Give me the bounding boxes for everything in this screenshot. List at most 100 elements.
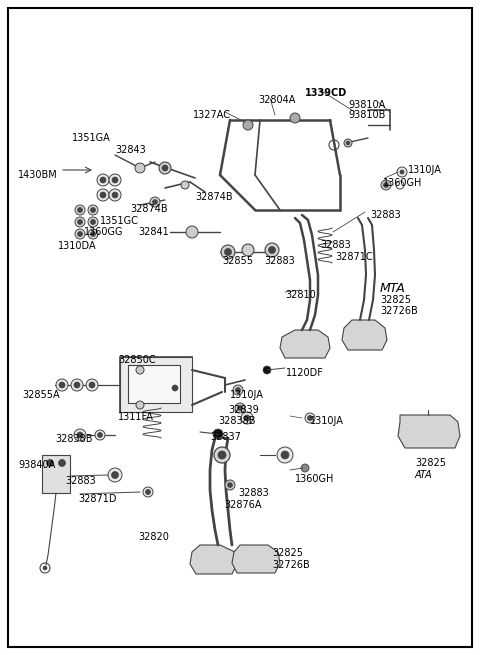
- Circle shape: [181, 181, 189, 189]
- Circle shape: [77, 432, 83, 438]
- Text: 32726B: 32726B: [380, 306, 418, 316]
- Text: 93810A: 93810A: [348, 100, 385, 110]
- Text: 32825: 32825: [415, 458, 446, 468]
- Circle shape: [112, 177, 118, 183]
- Circle shape: [71, 379, 83, 391]
- Text: 32841: 32841: [138, 227, 169, 237]
- Text: 32825: 32825: [272, 548, 303, 558]
- Circle shape: [75, 229, 85, 239]
- Text: 32874B: 32874B: [195, 192, 233, 202]
- Circle shape: [74, 429, 86, 441]
- Polygon shape: [280, 330, 330, 358]
- Circle shape: [277, 447, 293, 463]
- Polygon shape: [190, 545, 237, 574]
- Circle shape: [74, 382, 80, 388]
- Circle shape: [308, 415, 312, 421]
- Circle shape: [384, 183, 388, 187]
- Circle shape: [214, 447, 230, 463]
- Text: 1310JA: 1310JA: [408, 165, 442, 175]
- Text: 1360GH: 1360GH: [295, 474, 335, 484]
- Circle shape: [162, 165, 168, 171]
- Text: 32838B: 32838B: [55, 434, 93, 444]
- Text: 1120DF: 1120DF: [286, 368, 324, 378]
- Circle shape: [77, 219, 83, 225]
- Circle shape: [236, 388, 240, 392]
- Circle shape: [91, 208, 96, 212]
- Circle shape: [263, 366, 271, 374]
- Polygon shape: [120, 357, 192, 412]
- Circle shape: [145, 489, 151, 495]
- Text: 1310JA: 1310JA: [310, 416, 344, 426]
- Text: 32855A: 32855A: [22, 390, 60, 400]
- Circle shape: [88, 229, 98, 239]
- Text: 32825: 32825: [380, 295, 411, 305]
- Text: 32871D: 32871D: [78, 494, 117, 504]
- Circle shape: [43, 566, 47, 570]
- Circle shape: [225, 480, 235, 490]
- Text: 32883: 32883: [65, 476, 96, 486]
- Circle shape: [397, 167, 407, 177]
- Circle shape: [344, 139, 352, 147]
- Text: 1351GA: 1351GA: [72, 133, 111, 143]
- Circle shape: [233, 385, 243, 395]
- Circle shape: [77, 208, 83, 212]
- Text: 32820: 32820: [138, 532, 169, 542]
- Text: 93810B: 93810B: [348, 110, 385, 120]
- Circle shape: [243, 120, 253, 130]
- Circle shape: [213, 429, 223, 439]
- Circle shape: [56, 379, 68, 391]
- Text: MTA: MTA: [380, 282, 406, 295]
- Text: ATA: ATA: [415, 470, 432, 480]
- Circle shape: [97, 189, 109, 201]
- Circle shape: [346, 141, 350, 145]
- Circle shape: [265, 243, 279, 257]
- Circle shape: [186, 226, 198, 238]
- Text: 32871C: 32871C: [335, 252, 372, 262]
- Circle shape: [225, 248, 231, 255]
- Circle shape: [112, 192, 118, 198]
- Circle shape: [135, 163, 145, 173]
- Circle shape: [136, 366, 144, 374]
- Text: 1311FA: 1311FA: [118, 412, 154, 422]
- Text: 32874B: 32874B: [130, 204, 168, 214]
- Circle shape: [281, 451, 289, 459]
- Circle shape: [97, 174, 109, 186]
- Text: 1339CD: 1339CD: [305, 88, 347, 98]
- Circle shape: [172, 385, 178, 391]
- Circle shape: [218, 451, 226, 459]
- Circle shape: [143, 487, 153, 497]
- Circle shape: [88, 217, 98, 227]
- Text: 32876A: 32876A: [224, 500, 262, 510]
- Text: 1430BM: 1430BM: [18, 170, 58, 180]
- Circle shape: [59, 460, 65, 466]
- Circle shape: [88, 205, 98, 215]
- Text: 93840A: 93840A: [18, 460, 55, 470]
- Circle shape: [228, 483, 232, 487]
- Bar: [128, 365, 180, 403]
- Circle shape: [153, 200, 157, 204]
- Circle shape: [95, 430, 105, 440]
- Text: 32883: 32883: [320, 240, 351, 250]
- Circle shape: [47, 460, 53, 466]
- Text: 32883: 32883: [370, 210, 401, 220]
- Text: 32837: 32837: [210, 432, 241, 442]
- Text: 32839: 32839: [228, 405, 259, 415]
- Circle shape: [77, 231, 83, 236]
- Text: 32883: 32883: [238, 488, 269, 498]
- Text: 1351GC: 1351GC: [100, 216, 139, 226]
- Circle shape: [268, 246, 276, 253]
- Circle shape: [91, 231, 96, 236]
- Circle shape: [89, 382, 95, 388]
- Circle shape: [108, 468, 122, 482]
- Circle shape: [136, 401, 144, 409]
- Text: 1327AC: 1327AC: [193, 110, 231, 120]
- Circle shape: [235, 403, 245, 413]
- Circle shape: [301, 464, 309, 472]
- Bar: [120, 357, 192, 412]
- Polygon shape: [232, 545, 280, 573]
- Circle shape: [109, 189, 121, 201]
- Text: 1360GG: 1360GG: [84, 227, 123, 237]
- Circle shape: [100, 192, 106, 198]
- Circle shape: [150, 197, 160, 207]
- Text: 1360GH: 1360GH: [383, 178, 422, 188]
